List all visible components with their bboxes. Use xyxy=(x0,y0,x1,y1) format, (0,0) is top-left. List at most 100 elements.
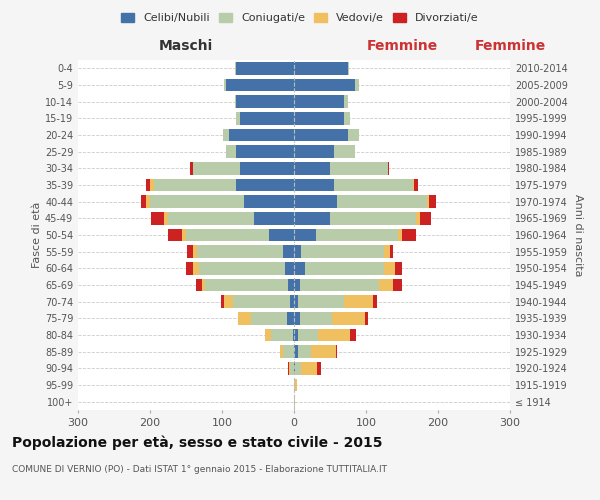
Bar xyxy=(224,296,233,308)
Bar xyxy=(202,279,205,291)
Bar xyxy=(294,229,316,241)
Bar xyxy=(398,229,402,241)
Bar xyxy=(294,346,298,358)
Bar xyxy=(229,129,294,141)
Bar xyxy=(236,146,294,158)
Y-axis label: Fasce di età: Fasce di età xyxy=(32,202,42,268)
Bar xyxy=(168,212,254,224)
Bar xyxy=(182,229,186,241)
Bar xyxy=(298,296,344,308)
Bar xyxy=(294,379,295,391)
Bar xyxy=(283,346,294,358)
Bar xyxy=(294,329,298,341)
Bar xyxy=(235,96,236,108)
Bar xyxy=(146,179,150,192)
Bar xyxy=(186,262,193,274)
Bar xyxy=(298,346,311,358)
Bar xyxy=(283,246,294,258)
Bar xyxy=(236,179,294,192)
Bar xyxy=(193,162,240,174)
Bar xyxy=(150,179,154,192)
Bar xyxy=(294,196,337,208)
Y-axis label: Anni di nascita: Anni di nascita xyxy=(573,194,583,276)
Bar xyxy=(240,162,294,174)
Bar xyxy=(294,296,298,308)
Bar xyxy=(269,229,294,241)
Bar xyxy=(330,212,416,224)
Bar xyxy=(384,246,390,258)
Bar xyxy=(226,79,294,92)
Bar xyxy=(295,362,301,374)
Bar xyxy=(334,146,355,158)
Bar xyxy=(416,212,420,224)
Bar xyxy=(317,362,320,374)
Bar xyxy=(298,329,318,341)
Bar xyxy=(294,312,300,324)
Bar xyxy=(196,279,202,291)
Bar xyxy=(235,62,236,74)
Bar xyxy=(294,129,348,141)
Bar xyxy=(294,112,344,124)
Bar xyxy=(390,246,394,258)
Bar xyxy=(290,296,294,308)
Bar xyxy=(300,312,332,324)
Bar xyxy=(365,312,368,324)
Bar xyxy=(427,196,428,208)
Bar xyxy=(293,329,294,341)
Bar xyxy=(154,179,236,192)
Bar xyxy=(294,279,300,291)
Bar xyxy=(286,262,294,274)
Bar xyxy=(294,96,344,108)
Text: COMUNE DI VERNIO (PO) - Dati ISTAT 1° gennaio 2015 - Elaborazione TUTTITALIA.IT: COMUNE DI VERNIO (PO) - Dati ISTAT 1° ge… xyxy=(12,465,387,474)
Bar xyxy=(294,362,295,374)
Bar xyxy=(348,62,349,74)
Text: Popolazione per età, sesso e stato civile - 2015: Popolazione per età, sesso e stato civil… xyxy=(12,435,383,450)
Bar xyxy=(226,146,236,158)
Bar xyxy=(348,129,359,141)
Text: Maschi: Maschi xyxy=(159,39,213,53)
Bar xyxy=(236,96,294,108)
Text: Femmine: Femmine xyxy=(475,39,545,53)
Bar xyxy=(373,296,377,308)
Bar xyxy=(318,329,350,341)
Bar xyxy=(379,279,394,291)
Bar xyxy=(305,262,384,274)
Bar xyxy=(337,196,427,208)
Bar xyxy=(330,162,388,174)
Bar xyxy=(394,279,402,291)
Bar xyxy=(233,296,290,308)
Bar xyxy=(199,262,286,274)
Bar xyxy=(402,229,416,241)
Bar xyxy=(301,246,384,258)
Bar xyxy=(168,229,182,241)
Bar xyxy=(238,312,251,324)
Bar xyxy=(428,196,436,208)
Bar xyxy=(300,279,379,291)
Bar xyxy=(186,229,269,241)
Bar xyxy=(151,212,164,224)
Text: Femmine: Femmine xyxy=(367,39,437,53)
Bar xyxy=(336,346,337,358)
Bar xyxy=(294,146,334,158)
Bar xyxy=(193,246,197,258)
Bar xyxy=(294,179,334,192)
Bar xyxy=(388,162,389,174)
Bar xyxy=(197,246,283,258)
Legend: Celibi/Nubili, Coniugati/e, Vedovi/e, Divorziati/e: Celibi/Nubili, Coniugati/e, Vedovi/e, Di… xyxy=(119,10,481,26)
Bar xyxy=(187,246,193,258)
Bar xyxy=(289,362,290,374)
Bar xyxy=(140,196,146,208)
Bar xyxy=(288,279,294,291)
Bar xyxy=(350,329,356,341)
Bar xyxy=(294,396,295,408)
Bar xyxy=(240,112,294,124)
Bar xyxy=(420,212,431,224)
Bar xyxy=(395,262,402,274)
Bar xyxy=(254,212,294,224)
Bar xyxy=(205,279,288,291)
Bar xyxy=(224,79,226,92)
Bar xyxy=(294,162,330,174)
Bar xyxy=(280,346,283,358)
Bar xyxy=(294,62,348,74)
Bar xyxy=(294,246,301,258)
